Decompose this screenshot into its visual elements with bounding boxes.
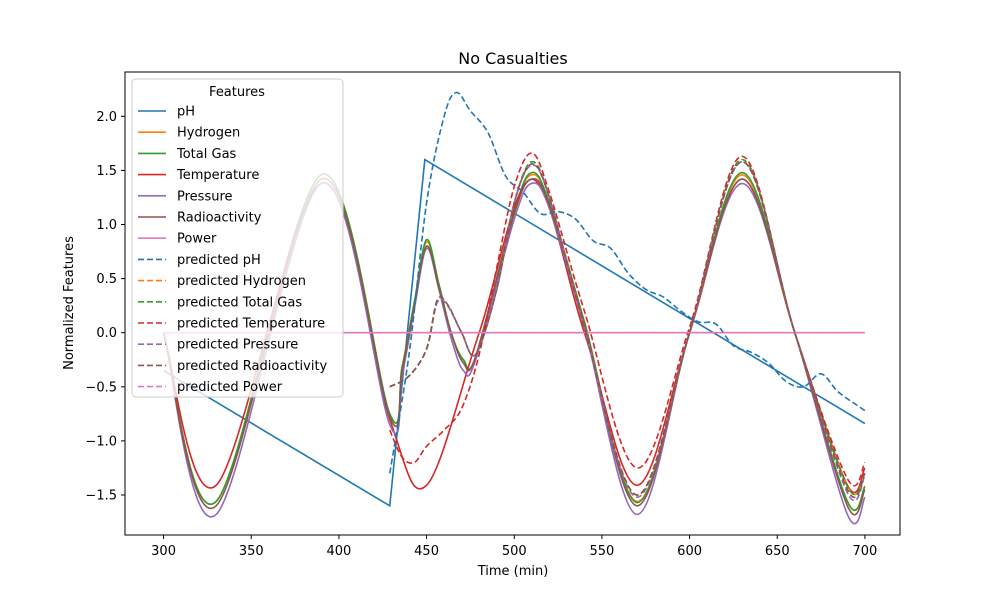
series-line-predicted-ph (388, 91, 866, 474)
legend-item: predicted pH (138, 253, 261, 268)
legend-item: predicted Hydrogen (138, 274, 306, 289)
legend-label: predicted Hydrogen (177, 274, 306, 289)
legend-label: predicted Pressure (177, 338, 298, 353)
y-tick-label: 0.5 (96, 272, 117, 287)
y-tick-label: 0.0 (96, 326, 117, 341)
y-tick-label: −0.5 (85, 380, 117, 395)
legend-item: Hydrogen (138, 126, 240, 141)
y-tick-label: 2.0 (96, 110, 117, 125)
y-axis-label: Normalized Features (62, 236, 77, 370)
x-tick-label: 700 (853, 544, 878, 559)
legend-item: Radioactivity (138, 211, 262, 226)
legend-label: predicted pH (177, 253, 261, 268)
legend-label: Pressure (177, 189, 233, 204)
series-line-radioactivity (162, 177, 866, 516)
legend: Features pH Hydrogen Total Gas Temperature P… (131, 78, 344, 398)
legend-label: Power (177, 232, 217, 247)
legend-title: Features (209, 85, 265, 100)
x-tick-label: 400 (326, 544, 351, 559)
x-tick-label: 300 (151, 544, 176, 559)
legend-items: pH Hydrogen Total Gas Temperature Pressure Ra… (138, 105, 328, 395)
series-line-predicted-temperature (389, 152, 866, 487)
legend-item: Pressure (138, 189, 233, 204)
series-line-predicted-pressure (389, 160, 866, 502)
legend-label: predicted Power (177, 380, 283, 395)
legend-label: Temperature (176, 168, 259, 183)
plot-frame (124, 71, 901, 536)
y-tick-label: 1.0 (96, 218, 117, 233)
legend-label: predicted Temperature (177, 317, 325, 332)
legend-item: Total Gas (138, 147, 237, 162)
x-tick-label: 350 (239, 544, 264, 559)
legend-label: predicted Radioactivity (177, 359, 328, 374)
legend-item: predicted Radioactivity (138, 359, 328, 374)
legend-label: Hydrogen (177, 126, 240, 141)
x-tick-label: 500 (502, 544, 527, 559)
legend-item: Power (138, 232, 217, 247)
legend-label: predicted Total Gas (177, 295, 302, 310)
legend-item: predicted Temperature (138, 317, 325, 332)
chart-title: No Casualties (458, 49, 567, 68)
legend-item: predicted Total Gas (138, 295, 302, 310)
x-axis-label: Time (min) (477, 564, 549, 579)
x-tick-label: 600 (677, 544, 702, 559)
x-tick-label: 550 (590, 544, 615, 559)
y-axis: −1.5 −1.0 −0.5 0.0 0.5 1.0 1.5 2.0 (85, 110, 125, 503)
legend-item: predicted Power (138, 380, 283, 395)
x-tick-label: 650 (765, 544, 790, 559)
legend-label: pH (177, 105, 195, 120)
legend-label: Radioactivity (177, 211, 262, 226)
y-tick-label: −1.5 (85, 488, 117, 503)
y-tick-label: 1.5 (96, 164, 117, 179)
series-line-predicted-radioactivity (389, 160, 866, 499)
legend-item: predicted Pressure (138, 338, 298, 353)
legend-item: Temperature (138, 168, 259, 183)
legend-label: Total Gas (176, 147, 237, 162)
y-tick-label: −1.0 (85, 434, 117, 449)
legend-box (131, 78, 344, 398)
x-tick-label: 450 (414, 544, 439, 559)
x-axis: 300 350 400 450 500 550 600 650 700 (151, 535, 877, 559)
legend-item: pH (138, 105, 195, 120)
